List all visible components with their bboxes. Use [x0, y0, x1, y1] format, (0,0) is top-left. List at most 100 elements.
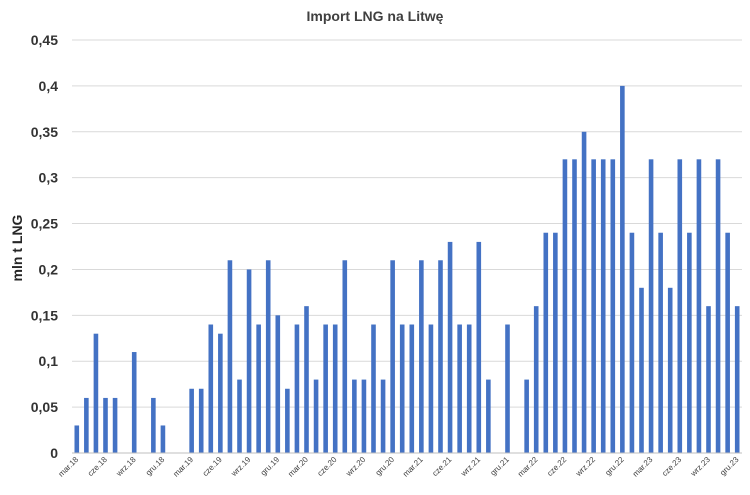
x-tick-label: gru.20: [374, 455, 397, 478]
bar: [208, 324, 214, 453]
bar: [581, 131, 587, 453]
bar: [696, 159, 702, 453]
bar: [160, 425, 166, 453]
x-tick-label: mar.19: [171, 455, 195, 479]
chart-title: Import LNG na Litwę: [307, 8, 444, 24]
x-tick-label: cze.21: [430, 455, 453, 478]
bar: [466, 324, 472, 453]
bar: [419, 260, 424, 453]
y-tick-label: 0,35: [31, 124, 58, 140]
bar: [572, 159, 577, 453]
bar: [227, 260, 233, 453]
bar: [533, 306, 539, 453]
y-tick-label: 0,1: [39, 353, 59, 369]
bar: [667, 287, 673, 453]
bar: [610, 159, 616, 453]
bar: [189, 388, 194, 453]
y-axis-label: mln t LNG: [9, 214, 25, 281]
bar: [275, 315, 281, 453]
bars: [74, 85, 740, 453]
bar: [332, 324, 338, 453]
bar: [103, 397, 108, 453]
y-tick-label: 0,45: [31, 32, 58, 48]
bar: [380, 379, 386, 453]
bar: [246, 269, 252, 453]
bar: [600, 159, 606, 453]
bar: [476, 241, 482, 453]
bar: [84, 397, 89, 453]
bar: [620, 85, 625, 453]
gridlines: [72, 39, 742, 408]
x-tick-label: gru.23: [718, 455, 741, 478]
bar: [198, 388, 204, 453]
bar: [361, 379, 367, 453]
bar: [371, 324, 376, 453]
bar: [447, 241, 453, 453]
bar: [93, 333, 99, 453]
x-tick-label: wrz.19: [229, 455, 253, 479]
y-tick-label: 0,25: [31, 216, 58, 232]
bar: [706, 306, 711, 453]
bar: [218, 333, 223, 453]
x-tick-label: gru.18: [144, 455, 167, 478]
bar: [639, 287, 644, 453]
bar: [725, 232, 730, 453]
bar: [486, 379, 491, 453]
bar: [591, 159, 596, 453]
bar: [256, 324, 261, 453]
bar: [74, 425, 80, 453]
x-tick-label: cze.19: [201, 455, 224, 478]
bar: [313, 379, 319, 453]
x-tick-label: mar.23: [631, 455, 655, 479]
bar: [285, 388, 290, 453]
x-tick-label: gru.21: [489, 455, 512, 478]
bar: [505, 324, 510, 453]
x-tick-label: mar.21: [401, 455, 425, 479]
x-tick-label: mar.22: [516, 455, 540, 479]
bar: [457, 324, 462, 453]
y-tick-label: 0,15: [31, 307, 58, 323]
bar: [237, 379, 242, 453]
x-tick-label: cze.18: [86, 455, 109, 478]
y-tick-label: 0,4: [39, 78, 59, 94]
bar: [553, 232, 558, 453]
x-tick-label: wrz.21: [458, 455, 482, 479]
y-tick-label: 0,2: [39, 261, 59, 277]
bar: [399, 324, 405, 453]
x-tick-label: mar.20: [286, 455, 310, 479]
bar: [390, 260, 395, 453]
bar: [648, 159, 654, 453]
bar: [151, 397, 156, 453]
x-tick-label: gru.22: [603, 455, 626, 478]
bar: [562, 159, 568, 453]
bar: [734, 306, 740, 453]
bar: [687, 232, 692, 453]
bar: [294, 324, 300, 453]
bar: [265, 260, 271, 453]
bar: [715, 159, 721, 453]
bar: [629, 232, 635, 453]
x-tick-label: wrz.23: [688, 455, 712, 479]
x-tick-label: wrz.20: [344, 455, 368, 479]
bar: [112, 397, 118, 453]
x-tick-label: wrz.18: [114, 455, 138, 479]
x-tick-label: mar.18: [57, 455, 81, 479]
bar: [524, 379, 529, 453]
y-tick-label: 0,05: [31, 399, 58, 415]
x-tick-label: gru.19: [259, 455, 282, 478]
bar: [677, 159, 683, 453]
bar: [543, 232, 549, 453]
y-tick-label: 0: [50, 445, 58, 461]
x-tick-label: cze.22: [545, 455, 568, 478]
bar: [438, 260, 443, 453]
bar: [428, 324, 434, 453]
x-tick-label: wrz.22: [573, 455, 597, 479]
y-tick-label: 0,3: [39, 170, 59, 186]
bar: [131, 352, 137, 453]
bar: [342, 260, 348, 453]
x-tick-label: cze.20: [316, 455, 339, 478]
y-tick-labels: 0 0,05 0,1 0,15 0,2 0,25 0,3 0,35 0,4 0,45: [31, 32, 58, 461]
x-tick-labels: mar.18 cze.18 wrz.18 gru.18 mar.19 cze.19 wrz.…: [57, 455, 741, 479]
bar: [409, 324, 415, 453]
